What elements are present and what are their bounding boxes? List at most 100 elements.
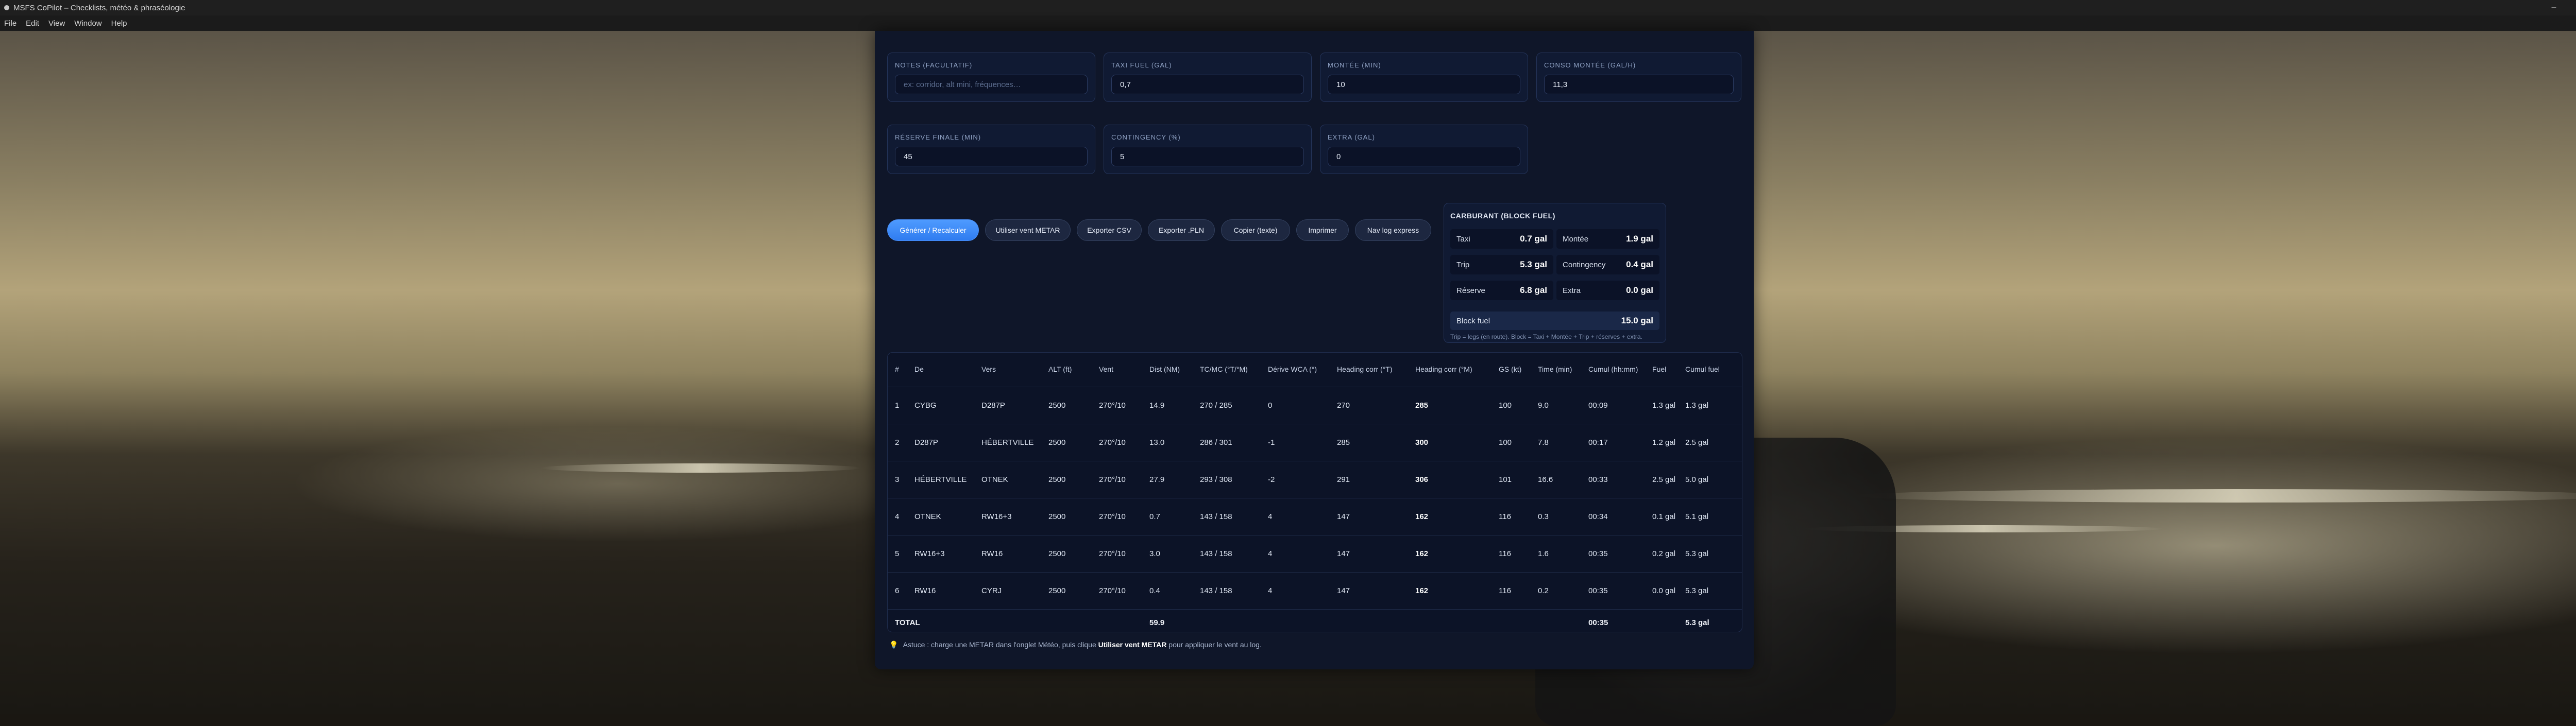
menu-help[interactable]: Help <box>111 19 127 28</box>
table-cell: 13.0 <box>1142 423 1193 461</box>
taxi-fuel-input[interactable] <box>1111 75 1304 94</box>
nav-log-express-button[interactable]: Nav log express <box>1355 219 1431 241</box>
fuel-reserve-value: 6.8 gal <box>1520 285 1547 295</box>
generate-button[interactable]: Générer / Recalculer <box>887 219 979 241</box>
use-metar-wind-button[interactable]: Utiliser vent METAR <box>985 219 1071 241</box>
conso-montee-field: CONSO MONTÉE (GAL/H) <box>1536 53 1741 102</box>
block-fuel-summary: CARBURANT (BLOCK FUEL) Taxi 0.7 gal Mont… <box>1444 203 1666 343</box>
fuel-montee: Montée 1.9 gal <box>1556 229 1659 249</box>
taxi-fuel-label: TAXI FUEL (GAL) <box>1111 61 1172 69</box>
table-total-row: TOTAL 59.9 00:35 5.3 gal <box>888 609 1742 632</box>
notes-label: NOTES (FACULTATIF) <box>895 61 973 69</box>
scenery-river <box>541 463 860 473</box>
table-row: 3 HÉBERTVILLE OTNEK 2500 270°/10 27.9 293 / 30… <box>888 460 1742 498</box>
header-wca: Dérive WCA (°) <box>1268 365 1317 374</box>
total-empty-cell <box>1531 609 1581 632</box>
total-empty-cell <box>1645 609 1678 632</box>
table-cell: RW16 <box>974 534 1041 572</box>
table-cell: 3 <box>888 460 907 498</box>
menu-view[interactable]: View <box>48 19 65 28</box>
table-cell: 2500 <box>1041 423 1092 461</box>
menu-window[interactable]: Window <box>74 19 102 28</box>
table-cell: OTNEK <box>974 460 1041 498</box>
print-button[interactable]: Imprimer <box>1296 219 1349 241</box>
table-cell: 00:33 <box>1581 460 1645 498</box>
table-cell: 306 <box>1408 460 1492 498</box>
taxi-fuel-field: TAXI FUEL (GAL) <box>1104 53 1312 102</box>
export-csv-button[interactable]: Exporter CSV <box>1077 219 1142 241</box>
fuel-reserve: Réserve 6.8 gal <box>1450 281 1553 300</box>
menu-edit[interactable]: Edit <box>26 19 40 28</box>
table-cell: 270 / 285 <box>1193 386 1261 424</box>
header-time: Time (min) <box>1538 365 1572 374</box>
reserve-finale-field: RÉSERVE FINALE (MIN) <box>887 125 1095 174</box>
table-cell: 00:35 <box>1581 534 1645 572</box>
table-cell: 9.0 <box>1531 386 1581 424</box>
total-empty-cell <box>974 609 1041 632</box>
table-cell: 3.0 <box>1142 534 1193 572</box>
table-cell: 143 / 158 <box>1193 497 1261 535</box>
total-value: 5.3 gal <box>1678 609 1742 632</box>
table-cell: 1.2 gal <box>1645 423 1678 461</box>
table-row: 1 CYBG D287P 2500 270°/10 14.9 270 / 285 0 270 28… <box>888 386 1742 424</box>
table-cell: 293 / 308 <box>1193 460 1261 498</box>
tip-bold: Utiliser vent METAR <box>1098 641 1167 649</box>
table-cell: 5.3 gal <box>1678 572 1742 609</box>
fuel-formula-note: Trip = legs (en route). Block = Taxi + M… <box>1450 333 1642 340</box>
table-cell: 270°/10 <box>1092 423 1142 461</box>
header-cumul-fuel: Cumul fuel <box>1685 365 1720 374</box>
tip-prefix: Astuce : charge une METAR dans l'onglet … <box>903 641 1096 649</box>
extra-label: EXTRA (GAL) <box>1328 133 1375 141</box>
header-heading-mag: Heading corr (°M) <box>1415 365 1472 374</box>
table-cell: 00:17 <box>1581 423 1645 461</box>
table-row: 4 OTNEK RW16+3 2500 270°/10 0.7 143 / 158 4 147 1… <box>888 497 1742 535</box>
total-empty-cell <box>1261 609 1330 632</box>
table-cell: 4 <box>1261 534 1330 572</box>
extra-input[interactable] <box>1328 147 1520 166</box>
table-cell: 1.3 gal <box>1645 386 1678 424</box>
maximize-icon[interactable]: ▢ <box>2569 0 2576 15</box>
table-cell: 162 <box>1408 572 1492 609</box>
export-pln-button[interactable]: Exporter .PLN <box>1148 219 1215 241</box>
scenery-river <box>1855 489 2576 503</box>
total-empty-cell <box>1041 609 1092 632</box>
table-cell: 147 <box>1330 497 1408 535</box>
table-cell: 270°/10 <box>1092 497 1142 535</box>
fuel-trip-label: Trip <box>1456 260 1470 269</box>
table-cell: 6 <box>888 572 907 609</box>
conso-montee-input[interactable] <box>1544 75 1734 94</box>
extra-field: EXTRA (GAL) <box>1320 125 1528 174</box>
montee-label: MONTÉE (MIN) <box>1328 61 1381 69</box>
table-cell: 2.5 gal <box>1678 423 1742 461</box>
contingency-label: CONTINGENCY (%) <box>1111 133 1181 141</box>
table-cell: HÉBERTVILLE <box>907 460 974 498</box>
contingency-input[interactable] <box>1111 147 1304 166</box>
table-cell: 16.6 <box>1531 460 1581 498</box>
fuel-taxi: Taxi 0.7 gal <box>1450 229 1553 249</box>
table-cell: 100 <box>1492 423 1531 461</box>
montee-input[interactable] <box>1328 75 1520 94</box>
table-cell: 2500 <box>1041 460 1092 498</box>
minimize-icon[interactable]: – <box>2551 3 2556 12</box>
table-cell: 0.2 <box>1531 572 1581 609</box>
table-cell: 7.8 <box>1531 423 1581 461</box>
table-cell: 286 / 301 <box>1193 423 1261 461</box>
table-cell: 2500 <box>1041 572 1092 609</box>
table-cell: 5.0 gal <box>1678 460 1742 498</box>
menu-bar: File Edit View Window Help <box>0 15 2576 31</box>
copy-text-button[interactable]: Copier (texte) <box>1221 219 1290 241</box>
total-empty-cell <box>1492 609 1531 632</box>
notes-input[interactable] <box>895 75 1088 94</box>
menu-file[interactable]: File <box>4 19 17 28</box>
header-alt: ALT (ft) <box>1048 365 1072 374</box>
table-cell: 2.5 gal <box>1645 460 1678 498</box>
table-row: 6 RW16 CYRJ 2500 270°/10 0.4 143 / 158 4 147 162 1… <box>888 572 1742 609</box>
reserve-finale-input[interactable] <box>895 147 1088 166</box>
fuel-contingency-value: 0.4 gal <box>1626 260 1653 269</box>
table-cell: 4 <box>1261 572 1330 609</box>
table-row: 5 RW16+3 RW16 2500 270°/10 3.0 143 / 158 4 147 16… <box>888 534 1742 572</box>
header-tc-mc: TC/MC (°T/°M) <box>1200 365 1248 374</box>
header-de: De <box>914 365 924 374</box>
table-cell: RW16+3 <box>907 534 974 572</box>
fuel-montee-label: Montée <box>1563 234 1589 244</box>
